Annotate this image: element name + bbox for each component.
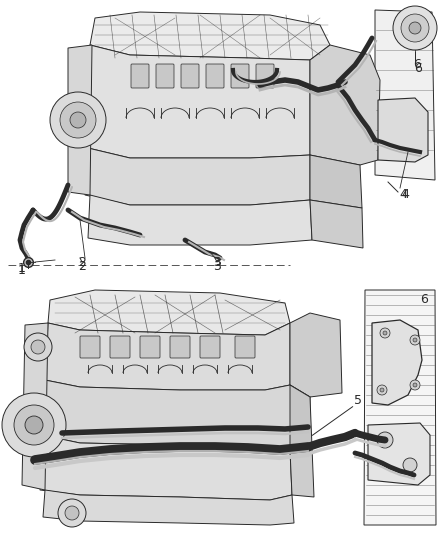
Circle shape <box>377 385 387 395</box>
FancyBboxPatch shape <box>181 64 199 88</box>
Polygon shape <box>42 380 310 450</box>
Polygon shape <box>85 148 310 205</box>
FancyBboxPatch shape <box>231 64 249 88</box>
Circle shape <box>409 22 421 34</box>
FancyBboxPatch shape <box>235 336 255 358</box>
FancyBboxPatch shape <box>200 336 220 358</box>
Polygon shape <box>310 45 380 165</box>
Text: 4: 4 <box>401 189 409 201</box>
Text: 6: 6 <box>414 61 422 75</box>
Text: 4: 4 <box>399 189 407 201</box>
Text: 1: 1 <box>18 262 26 274</box>
FancyBboxPatch shape <box>80 336 100 358</box>
Polygon shape <box>364 290 436 525</box>
Text: 6: 6 <box>413 59 421 71</box>
Circle shape <box>50 92 106 148</box>
Circle shape <box>25 416 43 434</box>
Circle shape <box>377 432 393 448</box>
Circle shape <box>403 458 417 472</box>
Text: 5: 5 <box>354 393 362 407</box>
Circle shape <box>2 393 66 457</box>
Polygon shape <box>310 200 363 248</box>
Polygon shape <box>310 155 362 208</box>
Polygon shape <box>22 323 48 490</box>
Circle shape <box>24 333 52 361</box>
Polygon shape <box>45 323 290 390</box>
Circle shape <box>380 328 390 338</box>
Polygon shape <box>290 313 342 397</box>
Polygon shape <box>43 490 294 525</box>
FancyBboxPatch shape <box>140 336 160 358</box>
Polygon shape <box>378 98 428 162</box>
Polygon shape <box>88 195 312 245</box>
Polygon shape <box>372 320 422 405</box>
Circle shape <box>14 405 54 445</box>
Circle shape <box>70 112 86 128</box>
Circle shape <box>393 6 437 50</box>
Text: 2: 2 <box>78 255 86 269</box>
Polygon shape <box>48 290 290 335</box>
Text: 3: 3 <box>213 260 221 272</box>
Circle shape <box>383 331 387 335</box>
FancyBboxPatch shape <box>206 64 224 88</box>
Text: 1: 1 <box>18 263 26 277</box>
FancyBboxPatch shape <box>110 336 130 358</box>
Circle shape <box>413 338 417 342</box>
FancyBboxPatch shape <box>170 336 190 358</box>
Text: 2: 2 <box>78 260 86 272</box>
FancyBboxPatch shape <box>256 64 274 88</box>
Circle shape <box>413 383 417 387</box>
Circle shape <box>401 14 429 42</box>
Circle shape <box>380 388 384 392</box>
Circle shape <box>410 335 420 345</box>
Polygon shape <box>68 45 92 195</box>
Polygon shape <box>88 45 310 158</box>
Polygon shape <box>90 12 330 60</box>
Polygon shape <box>368 423 430 485</box>
Polygon shape <box>290 447 314 497</box>
Polygon shape <box>40 435 292 500</box>
Polygon shape <box>290 385 312 450</box>
Polygon shape <box>375 10 435 180</box>
Circle shape <box>60 102 96 138</box>
Circle shape <box>65 506 79 520</box>
Text: 6: 6 <box>420 293 428 306</box>
Circle shape <box>410 380 420 390</box>
Text: 3: 3 <box>213 255 221 269</box>
Circle shape <box>58 499 86 527</box>
Circle shape <box>31 340 45 354</box>
FancyBboxPatch shape <box>156 64 174 88</box>
FancyBboxPatch shape <box>131 64 149 88</box>
